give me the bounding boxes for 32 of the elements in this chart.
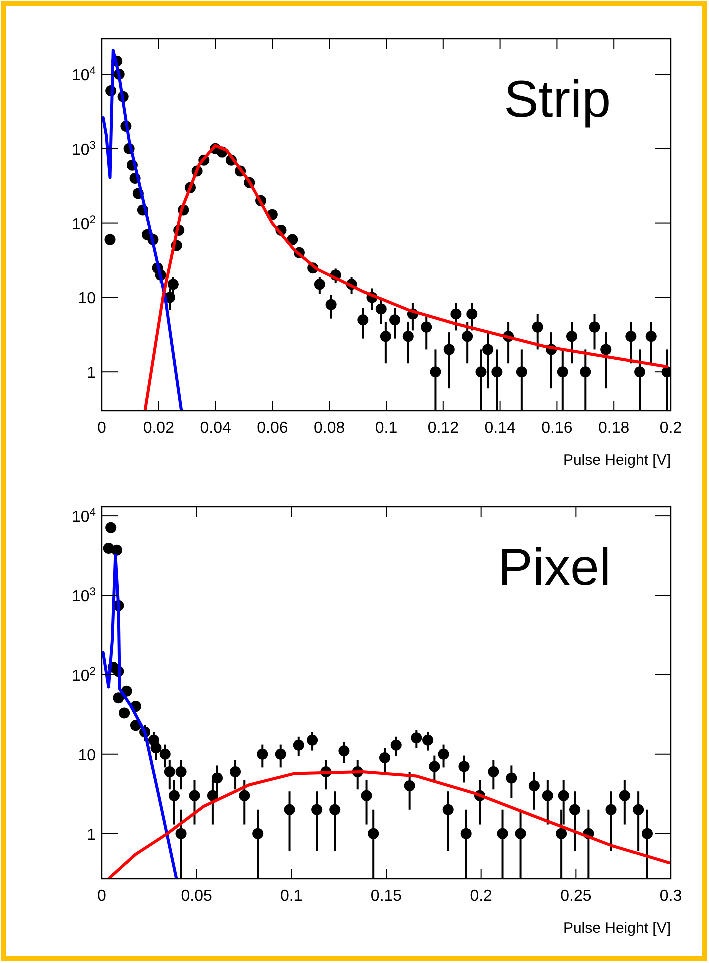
x-tick-label: 0.2: [660, 420, 682, 437]
y-tick-label: 10$^{4}$: [72, 507, 96, 526]
x-tick-label: 0.18: [598, 420, 630, 437]
x-tick-label: 0.1: [280, 888, 303, 905]
y-tick-label: 10: [78, 290, 96, 308]
x-tick-label: 0.05: [181, 888, 213, 905]
y-tick-label: 10: [78, 747, 96, 764]
x-tick-label: 0.15: [370, 888, 402, 905]
x-tick-label: 0.2: [470, 888, 493, 905]
y-tick-label: 10$^{4}$: [72, 66, 96, 84]
y-tick-label: 10$^{2}$: [72, 666, 96, 685]
x-tick-label: 0.02: [143, 420, 175, 437]
x-axis-title: Pulse Height [V]: [563, 452, 671, 469]
x-tick-label: 0.12: [428, 420, 460, 437]
x-tick-label: 0.1: [375, 420, 398, 437]
x-tick-label: 0.06: [257, 420, 288, 437]
y-tick-label: 10$^{2}$: [72, 214, 96, 234]
y-tick-label: 1: [87, 365, 96, 382]
x-tick-label: 0.14: [484, 420, 516, 437]
y-tick-label: 10$^{3}$: [72, 140, 96, 159]
x-axis-title: Pulse Height [V]: [563, 920, 671, 937]
x-tick-label: 0.16: [542, 420, 573, 437]
text: Strip: [504, 71, 611, 129]
x-tick-label: 0.25: [560, 888, 592, 905]
y-tick-label: 1: [87, 826, 96, 844]
x-tick-label: 0.3: [660, 888, 682, 905]
x-tick-label: 0: [98, 888, 107, 905]
x-tick-label: 0: [98, 420, 107, 437]
x-tick-label: 0.04: [200, 420, 232, 437]
y-tick-label: 10$^{3}$: [72, 586, 96, 606]
text: Pixel: [498, 539, 611, 597]
x-tick-label: 0.08: [314, 420, 346, 437]
